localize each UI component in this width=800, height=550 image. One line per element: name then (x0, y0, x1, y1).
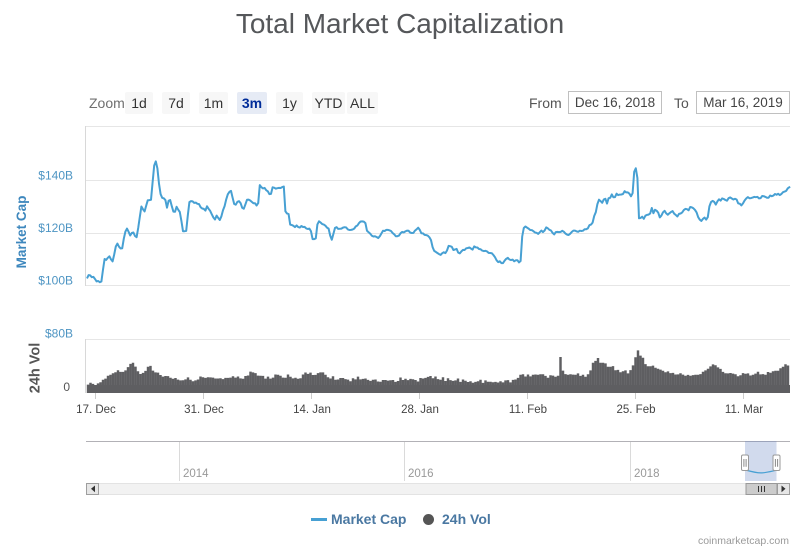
svg-text:$100B: $100B (38, 274, 73, 288)
svg-text:11. Mar: 11. Mar (725, 404, 763, 416)
svg-text:0: 0 (63, 380, 70, 394)
svg-text:31. Dec: 31. Dec (184, 404, 224, 416)
svg-text:14. Jan: 14. Jan (293, 404, 331, 416)
svg-text:24h Vol: 24h Vol (28, 343, 44, 394)
svg-text:Market Cap: Market Cap (14, 196, 29, 269)
svg-text:2018: 2018 (634, 468, 660, 480)
svg-text:2016: 2016 (408, 468, 434, 480)
svg-text:25. Feb: 25. Feb (617, 404, 656, 416)
svg-text:17. Dec: 17. Dec (76, 404, 116, 416)
svg-text:28. Jan: 28. Jan (401, 404, 439, 416)
svg-text:$140B: $140B (38, 169, 73, 183)
svg-text:$120B: $120B (38, 221, 73, 235)
svg-text:2014: 2014 (183, 468, 209, 480)
svg-text:$80B: $80B (45, 327, 73, 341)
svg-text:11. Feb: 11. Feb (509, 404, 547, 416)
